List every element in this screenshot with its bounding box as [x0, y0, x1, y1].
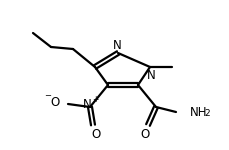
Text: O: O [140, 128, 149, 141]
Text: N: N [146, 69, 155, 81]
Text: 2: 2 [203, 110, 209, 118]
Text: NH: NH [189, 105, 207, 118]
Text: O: O [50, 96, 59, 110]
Text: N: N [112, 39, 121, 51]
Text: N: N [82, 99, 91, 111]
Text: +: + [91, 94, 98, 103]
Text: −: − [44, 92, 51, 100]
Text: O: O [91, 128, 100, 141]
